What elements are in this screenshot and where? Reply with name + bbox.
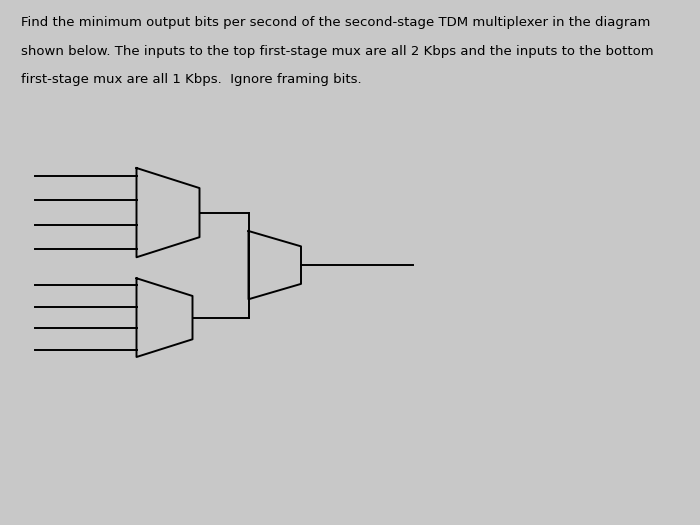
Text: first-stage mux are all 1 Kbps.  Ignore framing bits.: first-stage mux are all 1 Kbps. Ignore f… xyxy=(21,74,362,87)
Text: shown below. The inputs to the top first-stage mux are all 2 Kbps and the inputs: shown below. The inputs to the top first… xyxy=(21,45,654,58)
Text: Find the minimum output bits per second of the second-stage TDM multiplexer in t: Find the minimum output bits per second … xyxy=(21,16,650,29)
